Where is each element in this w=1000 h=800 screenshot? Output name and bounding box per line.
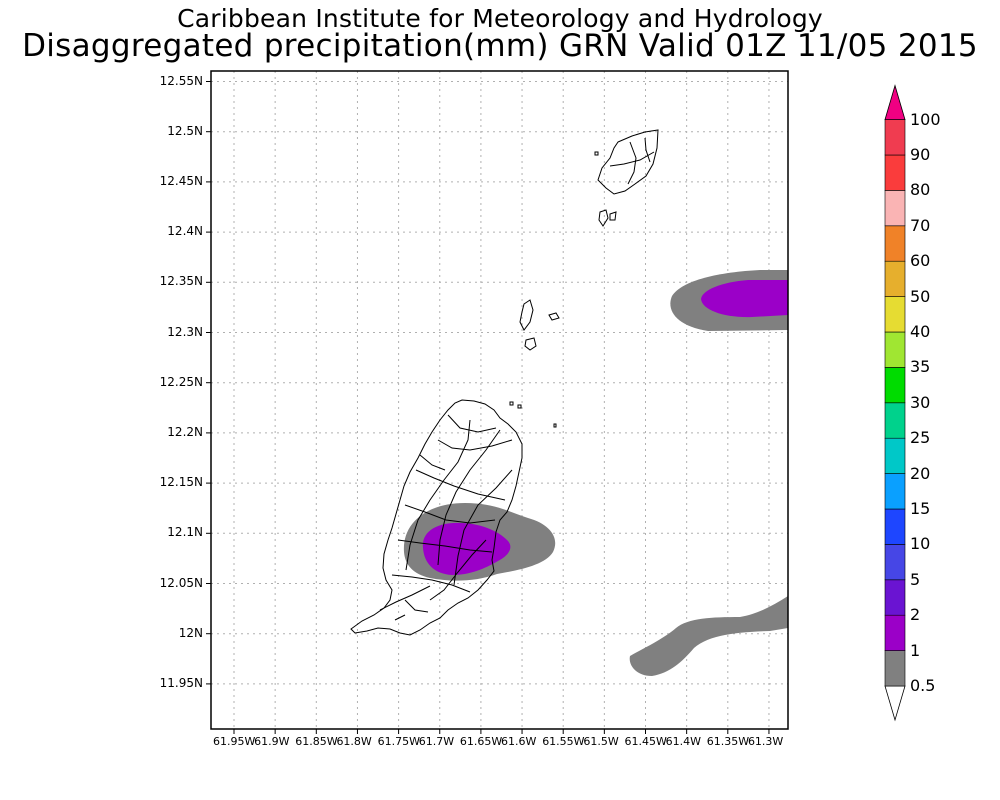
legend-swatch [884,331,906,368]
legend-swatch [884,119,906,156]
x-tick-label: 61.75W [377,735,420,748]
legend-label: 25 [910,428,931,448]
legend-swatch [884,154,906,191]
legend-swatch [884,367,906,404]
legend-label: 10 [910,534,931,554]
map-frame-bg [211,71,788,729]
y-tick-label: 12.4N [167,224,203,239]
x-tick-label: 61.95W [213,735,256,748]
y-tick-label: 12.1N [167,525,203,540]
legend-label: 90 [910,145,931,164]
title-line-1: Caribbean Institute for Meteorology and … [177,4,823,33]
legend-swatch [884,190,906,227]
legend-bottom-arrow [884,685,906,722]
legend-swatch [884,225,906,262]
legend-swatch [884,437,906,474]
small-islets [509,151,599,428]
legend-label: 40 [910,322,931,341]
x-tick-label: 61.65W [459,735,503,748]
x-tick-label: 61.5W [583,735,619,748]
legend-swatch [884,508,906,545]
legend-label: 70 [910,215,931,235]
map-frame [210,70,789,730]
precip-area-northeast [670,270,788,331]
y-tick-label: 12.55N [159,73,203,88]
x-tick-label: 61.9W [254,735,290,748]
x-tick-label: 61.6W [501,735,537,748]
y-tick-label: 12.5N [167,123,203,138]
legend-label: 5 [910,569,921,589]
legend-label: 30 [910,392,931,412]
legend-swatch [884,544,906,581]
legend-swatch [884,614,906,651]
legend-label: 60 [910,251,931,271]
legend-swatch [884,650,906,687]
x-tick-label: 61.55W [542,735,585,748]
x-tick-label: 61.45W [624,735,667,748]
legend-swatch [884,260,906,297]
precip-area-southeast [629,596,788,676]
y-tick-label: 12.45N [159,173,203,188]
legend-label: 35 [910,357,931,377]
legend-top-arrow [884,84,906,120]
legend-label: 0.5 [910,676,936,695]
legend-label: 100 [910,109,941,129]
precip-area-grenada [403,503,556,581]
y-tick-label: 12.35N [159,274,203,289]
grenada-island [350,399,523,636]
x-tick-label: 61.35W [706,735,750,748]
legend-swatch [884,473,906,510]
legend-label: 80 [910,180,931,200]
y-tick-label: 12.05N [159,575,203,590]
y-tick-label: 12.2N [167,424,203,439]
y-tick-label: 12.25N [159,374,203,389]
x-tick-label: 61.4W [665,735,702,748]
x-tick-label: 61.7W [418,735,455,748]
legend-label: 15 [910,499,931,518]
x-tick-label: 61.3W [747,735,784,748]
legend-swatch [884,296,906,333]
legend-label: 2 [910,605,921,625]
axis-ticks [206,81,770,734]
legend-label: 1 [910,640,921,660]
legend-swatch [884,579,906,616]
x-tick-label: 61.85W [295,735,338,748]
x-tick-label: 61.8W [336,735,372,748]
legend-label: 50 [910,286,931,306]
legend-swatch [884,402,906,439]
y-tick-label: 11.95N [159,675,203,690]
legend-label: 20 [910,463,931,483]
y-tick-label: 12N [178,625,203,640]
y-tick-label: 12.15N [159,475,203,490]
y-tick-label: 12.3N [167,324,203,339]
carriacou-island [597,129,659,227]
title-line-2: Disaggregated precipitation(mm) GRN Vali… [22,28,978,64]
